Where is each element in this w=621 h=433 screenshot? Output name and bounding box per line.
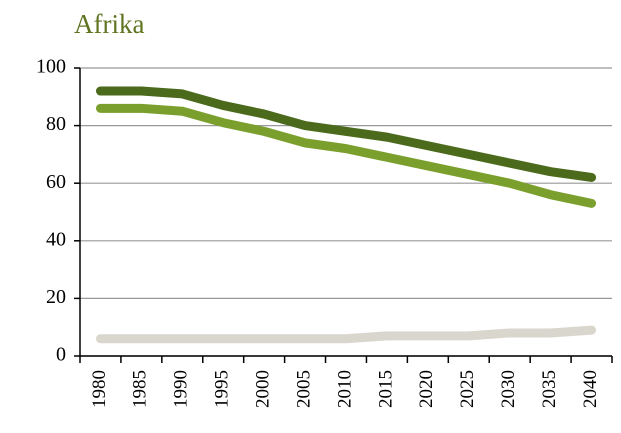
x-tick-label: 2040 (580, 370, 601, 408)
x-tick-label: 1980 (89, 370, 110, 408)
x-tick-label: 2010 (334, 370, 355, 408)
x-tick-label: 2000 (253, 370, 274, 408)
y-tick-label: 100 (36, 56, 66, 78)
chart-title: Afrika (74, 9, 144, 39)
x-tick-label: 2005 (293, 370, 314, 408)
y-tick-label: 80 (46, 113, 66, 135)
x-tick-label: 2030 (498, 370, 519, 408)
y-tick-label: 60 (46, 171, 66, 193)
x-tick-label: 2025 (457, 370, 478, 408)
series-line (95, 103, 597, 208)
series-line (95, 325, 597, 344)
x-tick-label: 2020 (416, 370, 437, 408)
y-tick-label: 40 (46, 228, 66, 250)
x-tick-label: 1995 (212, 370, 233, 408)
x-tick-label: 2015 (375, 370, 396, 408)
x-tick-label: 2035 (539, 370, 560, 408)
x-tick-label: 1990 (171, 370, 192, 408)
y-tick-label: 0 (56, 344, 66, 366)
series-line (95, 86, 597, 182)
y-tick-label: 20 (46, 286, 66, 308)
x-tick-label: 1985 (130, 370, 151, 408)
